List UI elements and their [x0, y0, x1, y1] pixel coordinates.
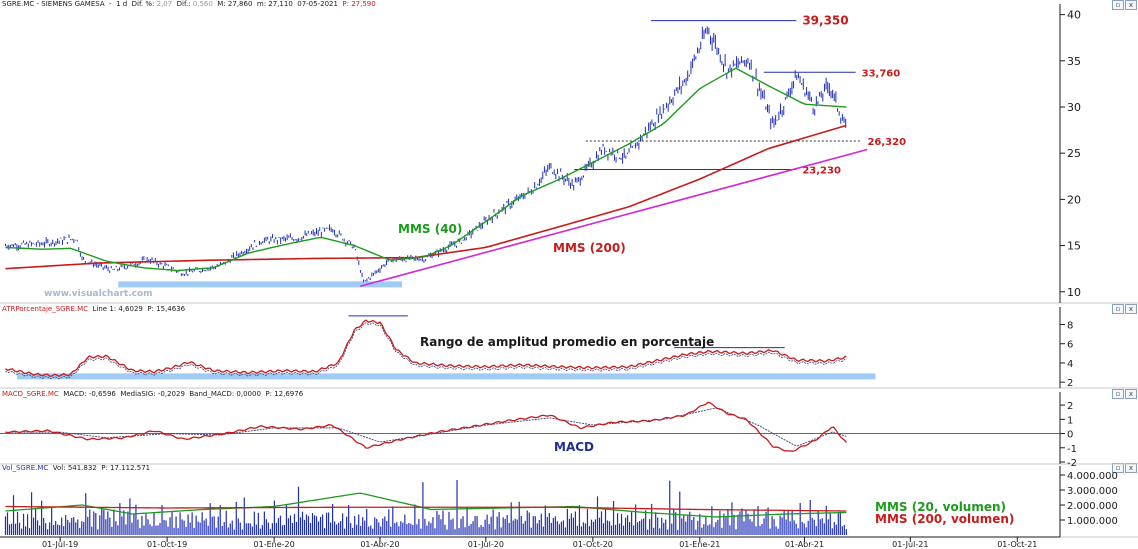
atr-restore-button[interactable]: ▫ [1112, 304, 1124, 314]
x-tick-label: 01-Oct-20 [573, 540, 613, 549]
y-tick-label: 3.000.000 [1067, 486, 1118, 497]
y-tick-label: 10 [1067, 286, 1081, 299]
atr-signal-line [5, 322, 847, 380]
atr-close-button[interactable]: x [1125, 304, 1137, 314]
y-tick-label: 4 [1067, 359, 1073, 370]
y-tick-label: 30 [1067, 101, 1081, 114]
y-tick-label: 4.000.000 [1067, 471, 1118, 482]
x-tick-label: 01-Oct-21 [997, 540, 1037, 549]
level-label: 23,230 [802, 166, 841, 177]
x-tick-label: 01-Abr-20 [360, 540, 399, 549]
macd-p-value: 12,6976 [274, 390, 304, 398]
y-tick-label: 25 [1067, 147, 1081, 160]
y-tick-label: 1 [1067, 415, 1073, 426]
ticker-label: SGRE.MC - SIEMENS GAMESA [2, 0, 105, 8]
dif-pct-label: Dif. %: [131, 0, 155, 8]
y-tick-label: 40 [1067, 9, 1081, 22]
x-tick-label: 01-Jul-21 [892, 540, 928, 549]
volume-mms20-line [5, 492, 847, 518]
x-tick-label: 01-Jul-19 [42, 540, 78, 549]
price-value: 27,590 [351, 0, 376, 8]
x-tick-label: 01-Ene-21 [679, 540, 720, 549]
x-tick-label: 01-Abr-21 [785, 540, 824, 549]
y-tick-label: 15 [1067, 240, 1081, 253]
atr-line [5, 319, 847, 378]
min-label: m: [256, 0, 267, 8]
vol-p-label: P: [101, 464, 108, 472]
macd-panel-header: MACD_SGRE.MC MACD: -0,6596 MediaSIG: -0,… [2, 390, 303, 398]
dif-value: 0,560 [192, 0, 213, 8]
level-label: 39,350 [802, 14, 848, 28]
volume-mms200-line [5, 505, 847, 512]
period-label: 1 d [116, 0, 128, 8]
macd-signal-value: -0,2029 [157, 390, 185, 398]
x-tick-label: 01-Oct-19 [147, 540, 187, 549]
y-tick-label: 2 [1067, 378, 1073, 389]
macd-p-label: P: [265, 390, 272, 398]
close-button[interactable]: x [1125, 0, 1137, 10]
vol-value: 541.832 [67, 464, 97, 472]
atr-p-value: 15,4636 [156, 305, 186, 313]
y-tick-label: 1.000.000 [1067, 516, 1118, 527]
macd-signal-line [5, 407, 847, 447]
y-tick-label: 0 [1067, 430, 1073, 441]
mms40-line [5, 67, 847, 272]
atr-line1-value: 4,6029 [118, 305, 143, 313]
max-value: 27,860 [227, 0, 253, 8]
macd-label: MACD: [63, 390, 87, 398]
trendline [359, 148, 868, 287]
atr-name: ATRPorcentaje_SGRE.MC [2, 305, 89, 313]
y-tick-label: 6 [1067, 340, 1073, 351]
main-panel-header: SGRE.MC - SIEMENS GAMESA - 1 d Dif. %: 2… [2, 0, 376, 8]
y-tick-label: 2.000.000 [1067, 501, 1118, 512]
x-tick-label: 01-Ene-20 [254, 540, 295, 549]
mms200-line [5, 124, 847, 270]
restore-button[interactable]: ▫ [1112, 0, 1124, 10]
price-label: P: [342, 0, 349, 8]
y-tick-label: 20 [1067, 193, 1081, 206]
atr-panel-header: ATRPorcentaje_SGRE.MC Line 1: 4,6029 P: … [2, 305, 185, 313]
date-value: 07-05-2021 [297, 0, 338, 8]
macd-band-value: 0,0000 [236, 390, 261, 398]
x-tick-label: 01-Jul-20 [468, 540, 504, 549]
dif-label: Dif.: [176, 0, 191, 8]
macd-name: MACD_SGRE.MC [2, 390, 59, 398]
macd-signal-label: MediaSIG: [120, 390, 156, 398]
volume-panel-header: Vol_SGRE.MC Vol: 541.832 P: 17.112.571 [2, 464, 150, 472]
y-tick-label: 2 [1067, 401, 1073, 412]
y-tick-label: -1 [1067, 444, 1077, 455]
level-label: 33,760 [862, 68, 901, 79]
max-label: M: [217, 0, 226, 8]
macd-restore-button[interactable]: ▫ [1112, 389, 1124, 399]
min-value: 27,110 [268, 0, 293, 8]
dif-pct-value: 2,07 [156, 0, 173, 8]
y-tick-label: -2 [1067, 458, 1077, 469]
y-tick-label: 35 [1067, 55, 1081, 68]
macd-band-label: Band_MACD: [189, 390, 235, 398]
watermark: www.visualchart.com [44, 289, 153, 299]
y-tick-label: 8 [1067, 321, 1073, 332]
level-label: 26,320 [867, 137, 906, 148]
atr-p-label: P: [147, 305, 154, 313]
atr-line1-label: Line 1: [92, 305, 117, 313]
vol-p-value: 17.112.571 [110, 464, 151, 472]
vol-name: Vol_SGRE.MC [2, 464, 49, 472]
vol-label: Vol: [52, 464, 66, 472]
macd-close-button[interactable]: x [1125, 389, 1137, 399]
macd-value: -0,6596 [88, 390, 116, 398]
macd-line [5, 401, 847, 452]
